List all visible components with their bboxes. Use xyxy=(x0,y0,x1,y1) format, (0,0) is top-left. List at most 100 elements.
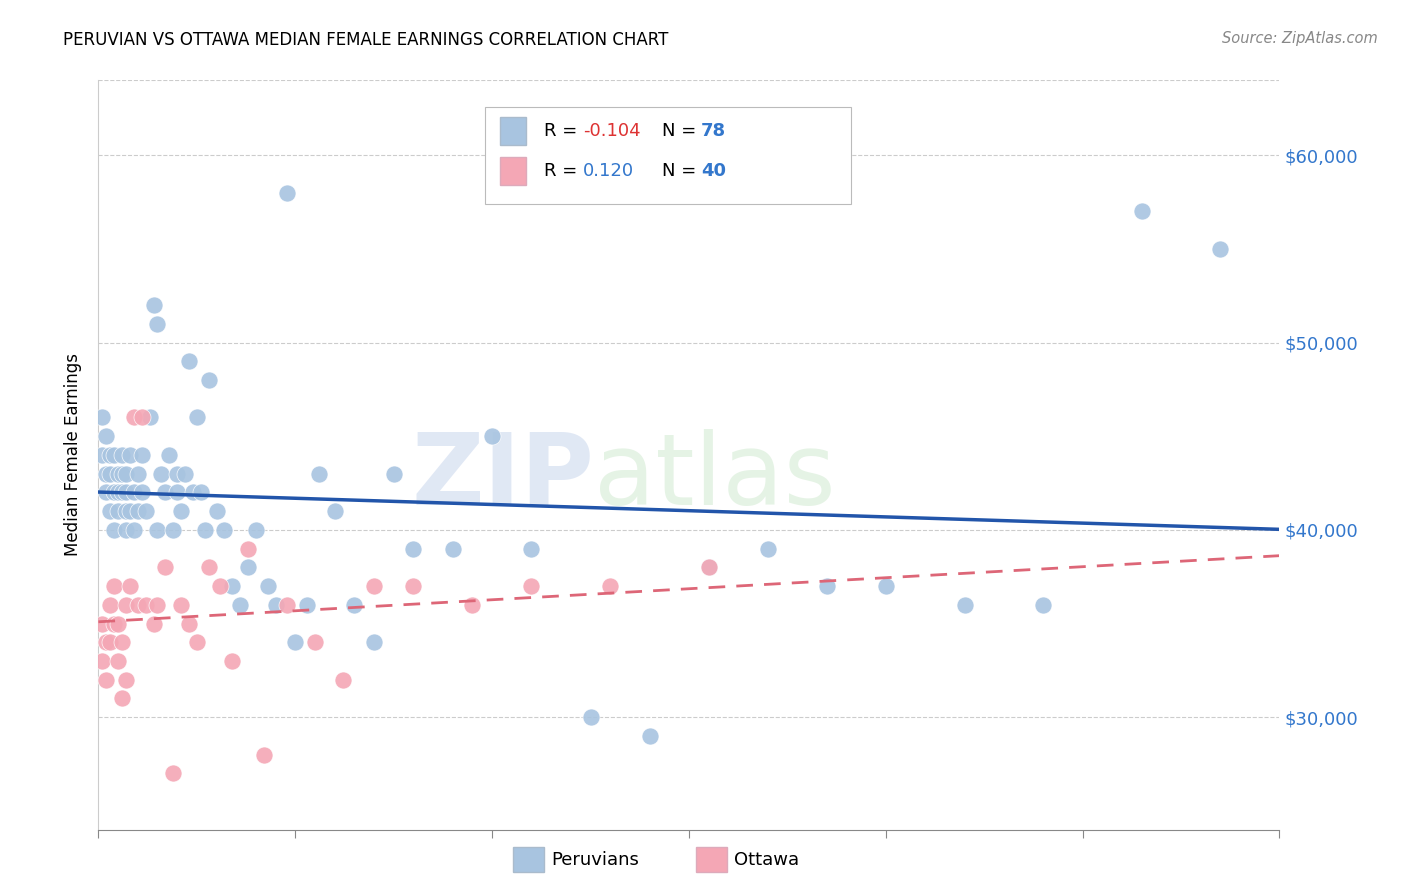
Point xyxy=(127,598,149,612)
Point xyxy=(229,598,252,612)
Point xyxy=(103,448,125,462)
Text: 0.120: 0.120 xyxy=(582,162,634,180)
Point xyxy=(131,485,153,500)
Point xyxy=(236,560,259,574)
Point xyxy=(363,635,385,649)
Text: R =: R = xyxy=(544,162,589,180)
Point xyxy=(135,598,157,612)
Bar xyxy=(501,117,526,145)
Text: R =: R = xyxy=(544,122,582,140)
Point xyxy=(197,373,219,387)
Point xyxy=(638,729,661,743)
Point xyxy=(103,579,125,593)
Point xyxy=(118,448,141,462)
Text: 40: 40 xyxy=(700,162,725,180)
Point xyxy=(96,635,118,649)
Point xyxy=(162,523,184,537)
Point xyxy=(96,467,118,481)
Point xyxy=(343,598,366,612)
Point xyxy=(122,523,145,537)
Point xyxy=(96,673,118,687)
Point xyxy=(103,523,125,537)
Point xyxy=(111,467,134,481)
Point xyxy=(253,747,276,762)
Point xyxy=(174,467,197,481)
Point xyxy=(96,429,118,443)
Point xyxy=(98,504,121,518)
Point xyxy=(107,616,129,631)
Point xyxy=(756,541,779,556)
Point xyxy=(107,504,129,518)
Y-axis label: Median Female Earnings: Median Female Earnings xyxy=(65,353,83,557)
Point xyxy=(115,598,138,612)
Point xyxy=(103,485,125,500)
Point xyxy=(98,635,121,649)
Point xyxy=(146,598,169,612)
Point xyxy=(363,579,385,593)
Point xyxy=(111,691,134,706)
Point xyxy=(98,448,121,462)
Point xyxy=(162,766,184,780)
Point xyxy=(209,579,232,593)
Point xyxy=(697,560,720,574)
Point xyxy=(304,635,326,649)
Point xyxy=(520,541,543,556)
Point xyxy=(170,598,193,612)
Point xyxy=(481,429,503,443)
Point xyxy=(194,523,217,537)
Point xyxy=(170,504,193,518)
Point xyxy=(131,410,153,425)
Text: ZIP: ZIP xyxy=(412,429,595,526)
Point xyxy=(155,485,177,500)
Point xyxy=(107,654,129,668)
Point xyxy=(295,598,318,612)
Bar xyxy=(501,157,526,186)
Point xyxy=(91,616,114,631)
Point xyxy=(276,598,298,612)
Point xyxy=(461,598,484,612)
Text: PERUVIAN VS OTTAWA MEDIAN FEMALE EARNINGS CORRELATION CHART: PERUVIAN VS OTTAWA MEDIAN FEMALE EARNING… xyxy=(63,31,669,49)
Point xyxy=(115,523,138,537)
Point xyxy=(103,616,125,631)
Point xyxy=(142,298,165,312)
Point xyxy=(276,186,298,200)
Point xyxy=(402,579,425,593)
Point xyxy=(107,485,129,500)
Text: atlas: atlas xyxy=(595,429,837,526)
Text: N =: N = xyxy=(662,122,702,140)
Point xyxy=(91,654,114,668)
Point xyxy=(146,523,169,537)
Point xyxy=(115,467,138,481)
Point xyxy=(166,467,188,481)
Point xyxy=(332,673,354,687)
Point xyxy=(115,485,138,500)
Text: 78: 78 xyxy=(700,122,725,140)
Point xyxy=(111,485,134,500)
Point xyxy=(382,467,405,481)
Point xyxy=(91,448,114,462)
Point xyxy=(205,504,228,518)
Point xyxy=(599,579,621,593)
Point xyxy=(166,485,188,500)
Point xyxy=(214,523,236,537)
Point xyxy=(245,523,267,537)
Text: Source: ZipAtlas.com: Source: ZipAtlas.com xyxy=(1222,31,1378,46)
Point xyxy=(579,710,602,724)
Point xyxy=(91,410,114,425)
Point xyxy=(150,467,173,481)
Point xyxy=(127,504,149,518)
Point xyxy=(875,579,897,593)
Text: Ottawa: Ottawa xyxy=(734,851,799,869)
Point xyxy=(186,635,208,649)
Point xyxy=(122,410,145,425)
Point xyxy=(221,654,243,668)
Point xyxy=(1130,204,1153,219)
Text: -0.104: -0.104 xyxy=(582,122,640,140)
Point xyxy=(115,673,138,687)
Point xyxy=(127,467,149,481)
Point xyxy=(256,579,278,593)
Point xyxy=(142,616,165,631)
Point xyxy=(186,410,208,425)
Point xyxy=(138,410,160,425)
Point xyxy=(115,504,138,518)
